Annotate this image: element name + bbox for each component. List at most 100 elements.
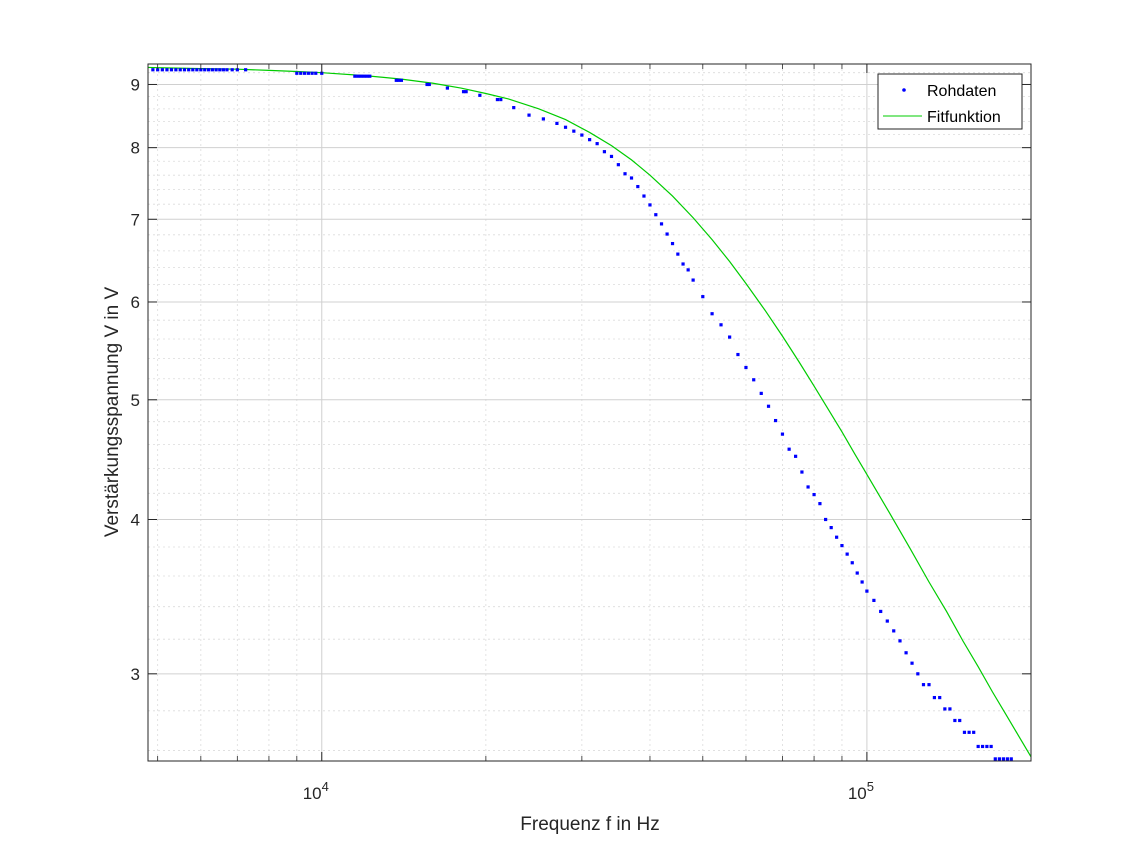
data-point (1022, 770, 1025, 773)
y-tick-label: 8 (131, 139, 140, 158)
fit-line (148, 66, 1031, 758)
data-point (182, 68, 187, 72)
data-point (169, 68, 174, 72)
data-point (759, 391, 763, 395)
data-point (948, 707, 952, 711)
data-point (855, 571, 859, 575)
data-point (744, 365, 748, 370)
data-point (225, 68, 229, 72)
data-point (1017, 770, 1020, 773)
data-point (314, 71, 318, 75)
y-tick-label: 5 (131, 391, 140, 410)
data-point (676, 252, 680, 256)
data-point (178, 68, 182, 72)
data-point (794, 454, 798, 458)
data-point (701, 295, 705, 299)
data-point (368, 74, 372, 78)
data-point (174, 68, 178, 72)
data-point (399, 78, 404, 82)
data-point (972, 730, 976, 734)
data-point (206, 68, 211, 72)
data-point (563, 125, 568, 129)
data-point (203, 68, 207, 72)
data-point (160, 68, 164, 72)
y-tick-label: 7 (131, 210, 140, 229)
legend: Rohdaten Fitfunktion (877, 73, 1023, 130)
data-point (910, 661, 914, 665)
data-point (879, 609, 883, 614)
data-point (602, 150, 607, 154)
y-axis-label: Verstärkungsspannung V in V (102, 287, 123, 538)
data-point (199, 68, 203, 72)
data-point (686, 268, 690, 272)
data-point (670, 241, 675, 246)
data-point (156, 68, 160, 72)
data-point (397, 78, 401, 82)
data-point (691, 278, 695, 282)
data-point (872, 598, 876, 602)
data-point (967, 730, 971, 734)
data-point (221, 68, 225, 72)
data-point (320, 71, 324, 75)
data-point (806, 485, 810, 489)
data-point (353, 74, 357, 78)
data-point (629, 176, 634, 180)
data-point (835, 535, 839, 539)
data-point (356, 74, 360, 78)
data-point (165, 68, 169, 72)
data-point (916, 672, 920, 676)
y-tick-label: 9 (131, 75, 140, 94)
data-point (850, 561, 854, 565)
data-point (461, 90, 466, 94)
fit-layer (148, 66, 1031, 758)
data-point (1001, 757, 1006, 761)
data-point (773, 418, 778, 423)
data-point (800, 470, 804, 474)
data-point (495, 97, 500, 102)
data-point (310, 71, 314, 75)
data-point (187, 68, 191, 72)
data-point (210, 68, 214, 72)
data-point (860, 580, 864, 584)
data-point (541, 117, 545, 121)
data-point (195, 68, 199, 72)
data-point (845, 552, 849, 556)
data-point (235, 68, 239, 72)
data-point (993, 757, 997, 761)
data-point (976, 744, 980, 749)
data-point (218, 68, 222, 72)
data-point (752, 378, 756, 382)
data-point (464, 90, 468, 94)
data-point (943, 707, 947, 711)
tick-labels: 104 105 3 4 5 6 7 8 9 (131, 75, 874, 803)
data-point (927, 683, 931, 687)
data-point (659, 222, 664, 226)
data-point (445, 86, 449, 90)
data-point (1013, 770, 1016, 773)
data-point (840, 544, 844, 548)
data-point (555, 121, 559, 125)
data-point (427, 82, 431, 87)
data-point (921, 683, 926, 687)
data-point (623, 172, 627, 176)
data-point (636, 184, 640, 189)
data-point (885, 619, 889, 623)
data-point (1005, 757, 1009, 761)
data-point (214, 68, 218, 72)
data-point (588, 138, 592, 142)
data-point (230, 68, 234, 72)
data-point (244, 68, 248, 72)
data-point (642, 194, 646, 198)
data-point (719, 323, 723, 327)
data-point (365, 74, 369, 78)
data-point (962, 730, 967, 734)
data-point (665, 232, 669, 236)
plot-frame (147, 63, 1032, 762)
points-layer (151, 68, 1025, 773)
data-point (572, 129, 576, 133)
data-point (648, 203, 652, 207)
data-point (580, 133, 584, 137)
data-point (681, 262, 685, 266)
data-point (394, 78, 398, 82)
